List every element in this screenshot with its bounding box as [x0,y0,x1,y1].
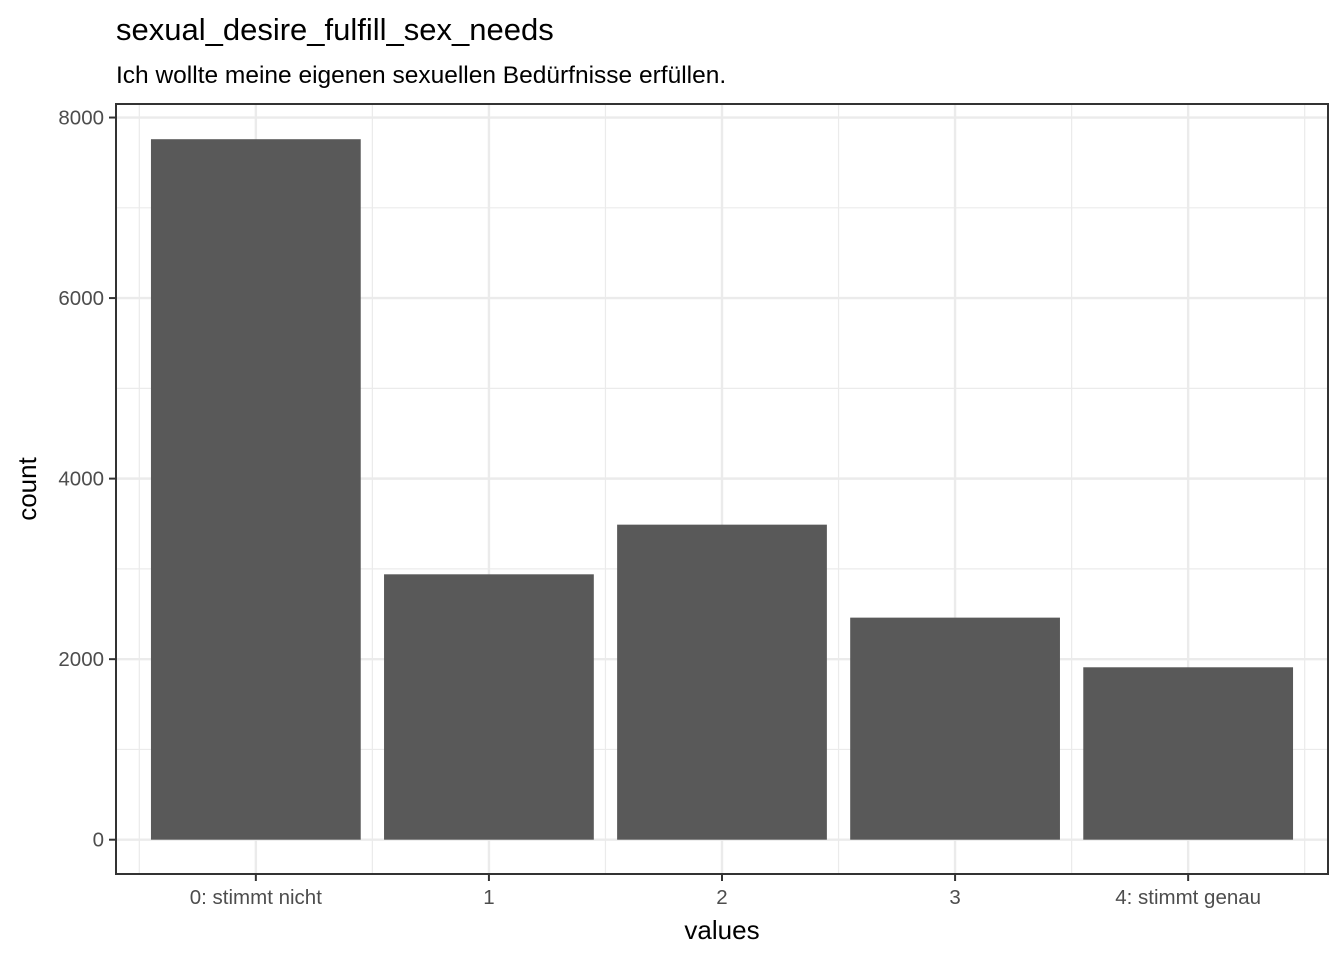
x-axis: 0: stimmt nicht 1 2 3 4: stimmt genau [190,874,1261,909]
x-tick-label: 1 [483,886,494,909]
y-axis-title: count [12,456,42,520]
chart-subtitle: Ich wollte meine eigenen sexuellen Bedür… [116,62,726,89]
x-tick-label: 2 [716,886,727,909]
bar [617,524,827,840]
x-tick-label: 0: stimmt nicht [190,886,322,909]
x-tick-label: 4: stimmt genau [1115,886,1261,909]
bar [384,574,594,840]
bar [150,139,361,840]
y-tick-label: 2000 [58,648,104,671]
y-axis: 0 2000 4000 6000 8000 [58,107,116,852]
x-axis-title: values [684,915,759,945]
bars [150,139,1294,840]
x-tick-label: 3 [949,886,960,909]
chart-title: sexual_desire_fulfill_sex_needs [116,12,554,47]
y-tick-label: 8000 [58,107,104,130]
bar [1083,667,1294,840]
y-tick-label: 0 [93,829,104,852]
y-tick-label: 4000 [58,468,104,491]
y-tick-label: 6000 [58,287,104,310]
bar [850,617,1060,840]
